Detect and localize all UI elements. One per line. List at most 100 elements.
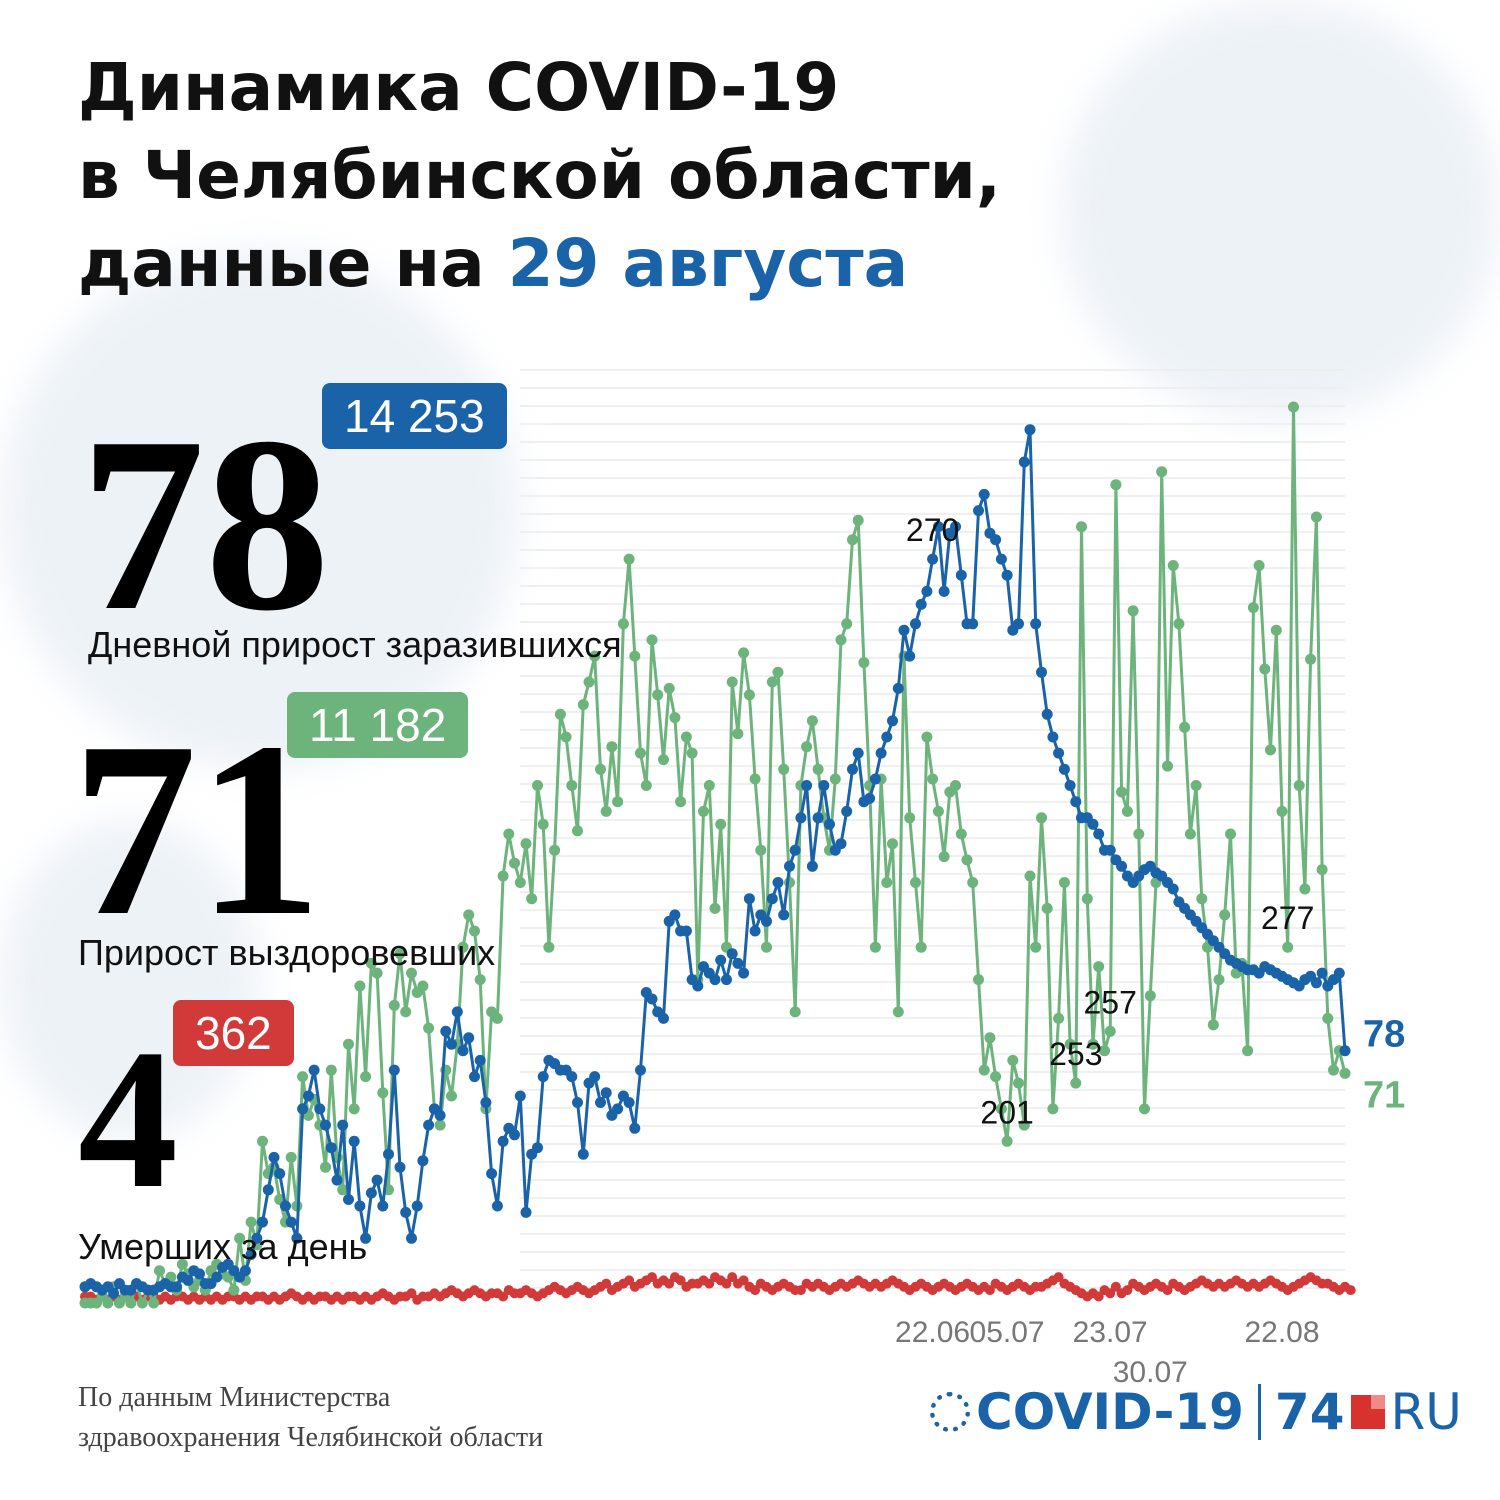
data-point-recovered — [852, 514, 864, 526]
data-point-recovered — [257, 1135, 268, 1147]
data-point-recovered — [663, 682, 675, 694]
data-point-infected — [995, 553, 1007, 565]
source-line-2: здравоохранения Челябинской области — [78, 1422, 544, 1453]
data-point-infected — [572, 1097, 583, 1108]
data-point-infected — [457, 1045, 469, 1057]
data-point-recovered — [1099, 1045, 1110, 1057]
data-point-recovered — [1173, 618, 1185, 630]
data-point-recovered — [1087, 1038, 1099, 1050]
data-point-infected — [738, 967, 750, 979]
data-point-deaths — [1345, 1285, 1356, 1296]
infected-total-badge: 14 253 — [322, 383, 507, 449]
data-point-recovered — [1259, 663, 1271, 675]
data-point-infected — [806, 860, 818, 872]
data-point-infected — [658, 1012, 669, 1024]
data-point-recovered — [967, 877, 979, 888]
data-point-recovered — [234, 1232, 246, 1244]
data-point-recovered — [629, 650, 641, 662]
data-point-infected — [910, 618, 921, 630]
data-point-infected — [297, 1103, 309, 1115]
data-point-recovered — [1316, 864, 1328, 876]
data-point-recovered — [835, 634, 847, 646]
data-point-recovered — [549, 844, 561, 856]
peak-label: 253 — [1049, 1036, 1102, 1072]
data-point-recovered — [560, 731, 572, 743]
data-point-recovered — [984, 1032, 996, 1044]
data-point-deaths — [738, 1275, 749, 1286]
data-point-infected — [1070, 796, 1082, 808]
data-point-recovered — [812, 763, 824, 775]
data-point-infected — [257, 1216, 268, 1228]
data-point-infected — [1104, 844, 1116, 856]
end-value-label: 71 — [1363, 1074, 1405, 1116]
data-point-infected — [715, 954, 727, 966]
data-point-deaths — [727, 1272, 738, 1283]
data-point-infected — [108, 1287, 120, 1299]
covid-74ru-logo: COVID-19 74 RU — [930, 1376, 1462, 1448]
data-point-infected — [532, 1142, 543, 1154]
data-point-recovered — [520, 838, 532, 850]
data-point-infected — [743, 893, 755, 905]
data-point-recovered — [950, 780, 961, 791]
data-point-infected — [709, 974, 721, 986]
data-point-recovered — [709, 902, 721, 914]
data-point-recovered — [600, 805, 612, 817]
data-point-recovered — [1293, 780, 1305, 791]
data-point-infected — [1053, 747, 1065, 759]
data-point-recovered — [932, 805, 944, 817]
data-point-deaths — [795, 1285, 806, 1296]
data-point-infected — [274, 1168, 286, 1180]
data-point-recovered — [400, 1006, 412, 1018]
data-point-infected — [950, 521, 961, 533]
data-point-recovered — [640, 780, 652, 791]
data-point-recovered — [892, 1006, 904, 1018]
data-point-recovered — [1184, 828, 1196, 840]
data-point-recovered — [1196, 893, 1208, 905]
data-point-recovered — [365, 957, 377, 969]
data-point-deaths — [624, 1275, 635, 1286]
data-point-recovered — [176, 1258, 188, 1270]
data-point-recovered — [125, 1297, 137, 1309]
data-point-recovered — [1121, 805, 1133, 817]
logo-covid-text: COVID-19 — [976, 1383, 1244, 1441]
data-point-recovered — [297, 1071, 309, 1083]
data-point-infected — [904, 650, 916, 662]
data-point-infected — [881, 731, 893, 743]
data-point-infected — [680, 925, 692, 937]
deaths-label: Умерших за день — [78, 1226, 368, 1267]
data-point-recovered — [371, 967, 383, 979]
end-value-label: 78 — [1363, 1014, 1405, 1056]
data-point-infected — [732, 957, 744, 969]
data-point-infected — [847, 763, 858, 775]
page-title: Динамика COVID-19 в Челябинской области,… — [78, 44, 1001, 308]
data-point-infected — [280, 1200, 291, 1212]
data-point-recovered — [1047, 1103, 1059, 1115]
data-point-recovered — [612, 796, 624, 808]
data-point-infected — [331, 1174, 343, 1186]
data-point-recovered — [623, 553, 635, 565]
data-point-recovered — [1282, 941, 1294, 953]
infected-label: Дневной прирост заразившихся — [88, 624, 622, 665]
data-point-infected — [1093, 828, 1105, 840]
data-point-recovered — [698, 805, 709, 817]
x-tick-label: 05.07 — [970, 1316, 1045, 1349]
peak-label: 270 — [906, 512, 959, 548]
data-point-infected — [1024, 424, 1036, 436]
data-point-deaths — [1053, 1272, 1064, 1283]
recovered-daily-value: 71 — [72, 691, 322, 968]
data-point-recovered — [394, 948, 406, 960]
data-point-recovered — [154, 1265, 165, 1277]
data-point-infected — [990, 534, 1002, 546]
data-point-recovered — [1007, 1054, 1019, 1066]
title-date-highlight: 29 августа — [507, 225, 909, 302]
data-point-recovered — [978, 1064, 990, 1076]
data-point-recovered — [228, 1284, 240, 1296]
data-point-recovered — [337, 1184, 349, 1196]
data-point-recovered — [806, 715, 818, 727]
data-point-infected — [377, 1200, 389, 1212]
data-point-deaths — [664, 1278, 675, 1289]
data-point-infected — [1116, 860, 1128, 872]
data-point-infected — [669, 909, 681, 921]
data-point-infected — [514, 1090, 526, 1102]
data-point-recovered — [1030, 941, 1042, 953]
